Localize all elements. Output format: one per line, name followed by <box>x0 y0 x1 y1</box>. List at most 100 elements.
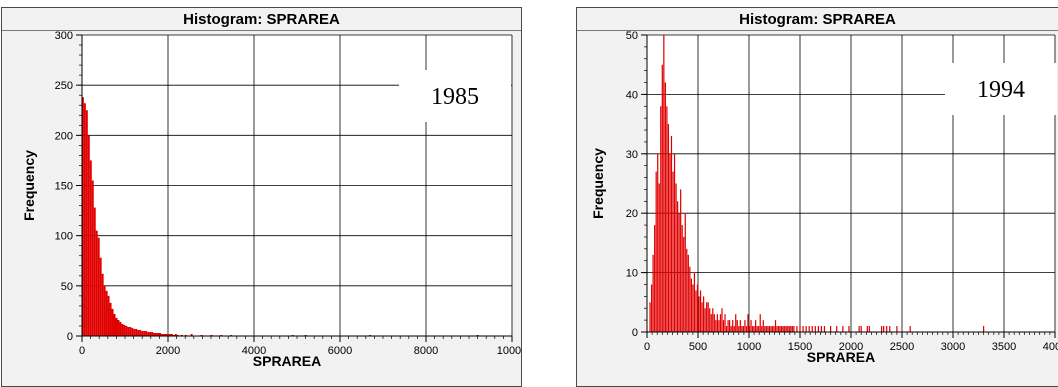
histogram-bar <box>105 290 108 336</box>
histogram-bar <box>781 326 783 332</box>
histogram-bar <box>793 326 795 332</box>
y-tick-label: 20 <box>626 208 638 220</box>
y-tick-label: 50 <box>626 30 638 42</box>
histogram-bar <box>95 230 98 336</box>
histogram-bar <box>113 313 116 336</box>
histogram-bar <box>176 334 179 336</box>
histogram-bar <box>729 320 731 332</box>
y-tick-label: 50 <box>61 281 73 293</box>
histogram-bar <box>670 135 673 332</box>
histogram-bar <box>805 326 807 332</box>
histogram-bar <box>111 308 114 336</box>
histogram-bar <box>99 257 102 336</box>
histogram-plot-1994: 0 500 1000 1500 2000 2500 3000 3500 4000 0 10 20 30 4… <box>590 30 1058 365</box>
histogram-bar <box>162 333 165 336</box>
histogram-bar <box>699 290 702 332</box>
histogram-bar <box>721 308 723 332</box>
histogram-bar <box>735 314 737 332</box>
histogram-bar <box>724 314 726 332</box>
histogram-bar <box>291 334 294 336</box>
x-tick-label: 1500 <box>788 341 812 353</box>
histogram-bar <box>172 334 175 336</box>
histogram-bar <box>85 110 88 336</box>
x-tick-label: 4000 <box>242 345 266 357</box>
histogram-bar <box>713 314 715 332</box>
y-tick-label: 300 <box>55 30 73 42</box>
x-tick-label: 500 <box>689 341 707 353</box>
histogram-bar <box>681 225 683 332</box>
y-tick-label: 0 <box>67 331 73 343</box>
histogram-bar <box>701 302 703 332</box>
histogram-bar <box>689 266 691 332</box>
histogram-bar <box>777 326 780 332</box>
histogram-panel-1985: Histogram: SPRAREA 0 2000 4000 6000 8000 1000… <box>1 7 522 387</box>
histogram-bar <box>101 273 104 336</box>
histogram-bar <box>779 326 781 332</box>
histogram-bar <box>799 326 801 332</box>
year-annotation: 1985 <box>431 84 479 110</box>
histogram-bar <box>125 325 128 336</box>
histogram-bar <box>747 314 749 332</box>
histogram-bar <box>684 213 686 332</box>
x-tick-label: 4000 <box>1043 341 1058 353</box>
histogram-bar <box>87 135 90 336</box>
histogram-bar <box>160 333 163 336</box>
y-tick-label: 10 <box>626 268 638 280</box>
histogram-bar <box>369 334 372 336</box>
histogram-bar <box>200 334 203 336</box>
histogram-bar <box>81 97 84 336</box>
x-tick-label: 0 <box>644 341 650 353</box>
histogram-bar <box>89 160 92 336</box>
histogram-bar <box>722 320 725 332</box>
histogram-bar <box>787 326 789 332</box>
histogram-bar <box>672 171 674 332</box>
histogram-bar <box>698 296 700 332</box>
histogram-bar <box>707 302 709 332</box>
histogram-bar <box>732 320 734 332</box>
histogram-bar <box>109 302 112 336</box>
histogram-bar <box>657 153 659 332</box>
histogram-bar <box>123 324 126 336</box>
x-tick-label: 3500 <box>992 341 1016 353</box>
histogram-bar <box>776 326 778 332</box>
histogram-bar <box>133 328 136 336</box>
histogram-bar <box>210 334 213 336</box>
title-divider <box>577 30 1058 31</box>
histogram-bar <box>669 153 671 332</box>
histogram-bar <box>702 296 705 332</box>
histogram-bar <box>748 326 751 332</box>
histogram-bar <box>695 290 697 332</box>
histogram-bar <box>755 320 757 332</box>
histogram-bar <box>751 326 754 332</box>
histogram-bar <box>153 332 156 336</box>
histogram-bar <box>145 330 148 336</box>
histogram-bar <box>712 308 714 332</box>
y-tick-label: 250 <box>55 80 73 92</box>
histogram-bar <box>719 314 722 332</box>
histogram-bar <box>738 326 740 332</box>
histogram-bar <box>736 320 738 332</box>
histogram-bar <box>767 326 769 332</box>
histogram-bar <box>814 326 816 332</box>
histogram-bar <box>673 153 676 332</box>
histogram-bar <box>650 284 653 332</box>
histogram-bar <box>137 329 140 336</box>
histogram-bar <box>184 334 187 336</box>
histogram-bar <box>693 272 696 332</box>
histogram-bar <box>982 326 985 332</box>
histogram-bar <box>678 213 680 332</box>
histogram-bar <box>143 330 146 336</box>
histogram-bar <box>683 236 685 332</box>
histogram-bar <box>829 326 832 332</box>
x-tick-label: 3000 <box>941 341 965 353</box>
x-axis-label: SPRAREA <box>253 353 321 369</box>
y-tick-label: 30 <box>626 149 638 161</box>
histogram-bar <box>706 302 708 332</box>
histogram-bar <box>660 106 662 332</box>
histogram-bar <box>784 326 786 332</box>
histogram-bar <box>655 171 657 332</box>
histogram-bar <box>230 334 233 336</box>
histogram-bar <box>739 320 741 332</box>
histogram-bar <box>93 207 96 336</box>
histogram-bar <box>836 326 838 332</box>
